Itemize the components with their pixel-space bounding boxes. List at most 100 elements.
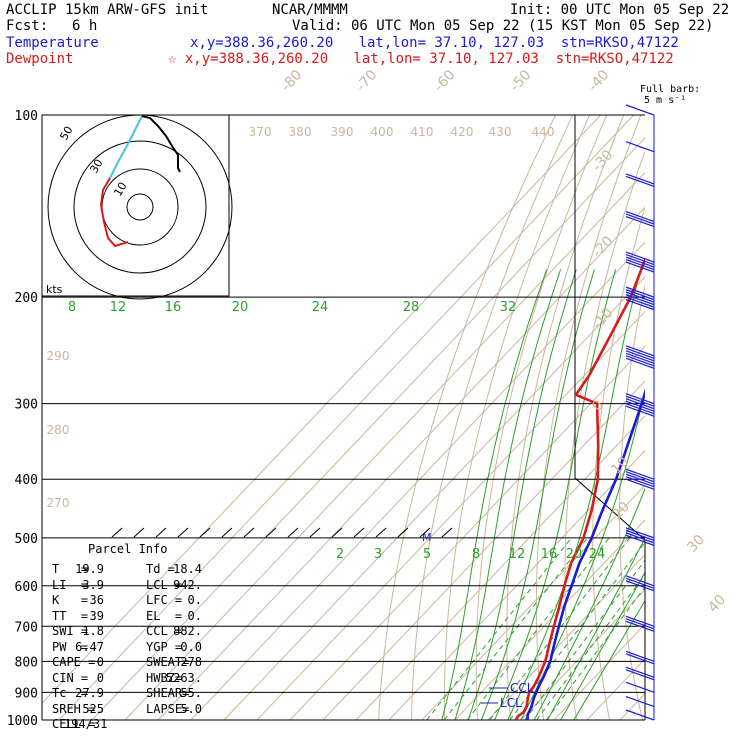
wind-barb xyxy=(625,355,655,367)
inversion-hatch xyxy=(419,527,431,538)
isotherm-line xyxy=(91,137,645,720)
hodo-ring-label: 50 xyxy=(57,124,75,143)
parcel-info-key: CIN = xyxy=(52,670,89,685)
wind-barb xyxy=(625,666,655,678)
marker-m: M xyxy=(422,531,432,544)
parcel-info-value: 5263. xyxy=(165,670,202,685)
mixing-ratio-label: 2 xyxy=(336,547,344,562)
hodo-trace-low xyxy=(99,177,129,248)
moist-adiabat-line xyxy=(546,536,645,720)
parcel-info-value: 0. xyxy=(187,593,202,607)
pressure-label: 600 xyxy=(15,580,38,595)
isotherm-label: -30 xyxy=(589,147,616,175)
barb-key-title: Full barb: xyxy=(640,84,701,95)
parcel-info-key: LFC = xyxy=(146,593,183,607)
dry-adiabat-line xyxy=(646,115,710,720)
parcel-info-value: 27.9 xyxy=(75,686,104,700)
wind-barb xyxy=(625,577,655,589)
wind-barb xyxy=(625,403,655,415)
parcel-info-value: 3.9 xyxy=(82,577,104,592)
parcel-info-key: SHEAR= xyxy=(146,686,190,700)
hodo-trace-mid xyxy=(109,115,143,179)
mixing-ratio-label: 3 xyxy=(374,547,382,562)
isotherm-line xyxy=(421,484,645,720)
wind-barb xyxy=(625,395,655,407)
wind-barb xyxy=(625,256,655,268)
parcel-info-value: 942. xyxy=(173,577,202,592)
inversion-hatch xyxy=(287,527,299,538)
isotherm-line xyxy=(42,115,602,704)
parcel-info-key: HWBZ= xyxy=(146,670,183,685)
inversion-hatch xyxy=(309,527,321,538)
mixing-ratio-label: 16 xyxy=(541,547,558,562)
wind-barb xyxy=(625,618,655,630)
parcel-info-key: Td = xyxy=(146,562,175,576)
wind-barb xyxy=(625,473,655,485)
isotherm-line xyxy=(355,415,645,720)
theta-label: 390 xyxy=(331,125,354,139)
parcel-info-key: LCL = xyxy=(146,577,183,592)
wind-barb xyxy=(625,347,655,359)
dry-adiabat-line xyxy=(411,115,573,720)
moist-adiabat-label: 8 xyxy=(68,300,76,315)
theta-label: 420 xyxy=(451,125,474,139)
model-title: ACCLIP 15km ARW-GFS init xyxy=(6,2,209,18)
parcel-info-key: Tc = xyxy=(52,686,89,700)
wind-barb xyxy=(625,681,655,693)
lcl-label: LCL xyxy=(500,696,522,710)
mixing-ratio-line xyxy=(489,537,631,720)
inversion-hatch xyxy=(111,527,123,538)
wind-barb xyxy=(625,251,655,263)
inversion-hatch xyxy=(177,527,189,538)
inversion-hatch xyxy=(375,527,387,538)
wind-barb xyxy=(625,175,655,188)
parcel-info-value: 55. xyxy=(180,686,202,700)
mixing-ratio-line xyxy=(545,586,645,720)
parcel-info-value: 194/31 xyxy=(64,717,108,731)
theta-label: 280 xyxy=(47,423,70,437)
dry-adiabat-line xyxy=(378,115,556,720)
wind-barb xyxy=(625,261,655,273)
pressure-label: 800 xyxy=(15,655,38,670)
parcel-info-key: LI = xyxy=(52,577,89,592)
theta-label: 440 xyxy=(532,125,555,139)
dewpoint-legend: Dewpoint xyxy=(6,51,74,67)
theta-label: 400 xyxy=(371,125,394,139)
moist-adiabat-label: 16 xyxy=(165,300,182,315)
isotherm-line xyxy=(190,241,645,720)
inversion-hatch xyxy=(133,527,145,538)
wind-barb xyxy=(625,299,655,311)
theta-label: 290 xyxy=(47,349,70,363)
parcel-info-key: SREH = xyxy=(52,701,96,716)
wind-barb xyxy=(625,357,655,369)
theta-label: 430 xyxy=(489,125,512,139)
wind-barb xyxy=(625,620,655,632)
isotherm-line xyxy=(520,588,645,720)
inversion-hatch xyxy=(243,527,255,538)
barb-key-value: 5 m s⁻¹ xyxy=(644,95,687,106)
wind-barb xyxy=(625,253,655,266)
wind-barb xyxy=(625,286,655,298)
moist-adiabat-label: 32 xyxy=(500,300,517,315)
init-time: Init: 00 UTC Mon 05 Sep 22 xyxy=(510,2,730,18)
wind-barb xyxy=(625,653,655,665)
mixing-ratio-label: 5 xyxy=(423,547,431,562)
moist-adiabat-line xyxy=(454,269,562,720)
hodo-ring-label: 10 xyxy=(111,180,129,199)
mixing-ratio-line xyxy=(466,537,610,720)
temperature-trace xyxy=(526,388,645,720)
wind-barb xyxy=(625,258,655,271)
frame-right xyxy=(574,115,646,720)
moist-adiabat-label: 12 xyxy=(110,300,127,315)
theta-label: 410 xyxy=(411,125,434,139)
dry-adiabat-line xyxy=(619,283,645,720)
parcel-info-key: T = xyxy=(52,562,89,576)
parcel-info-value: 19.9 xyxy=(75,562,104,576)
mixing-ratio-line xyxy=(524,559,645,720)
dry-adiabat-line xyxy=(719,115,740,720)
moist-adiabat-label: 20 xyxy=(232,300,249,315)
isotherm-line xyxy=(58,115,635,720)
wind-barb xyxy=(625,709,655,721)
mixing-ratio-label: 20 xyxy=(566,547,583,562)
